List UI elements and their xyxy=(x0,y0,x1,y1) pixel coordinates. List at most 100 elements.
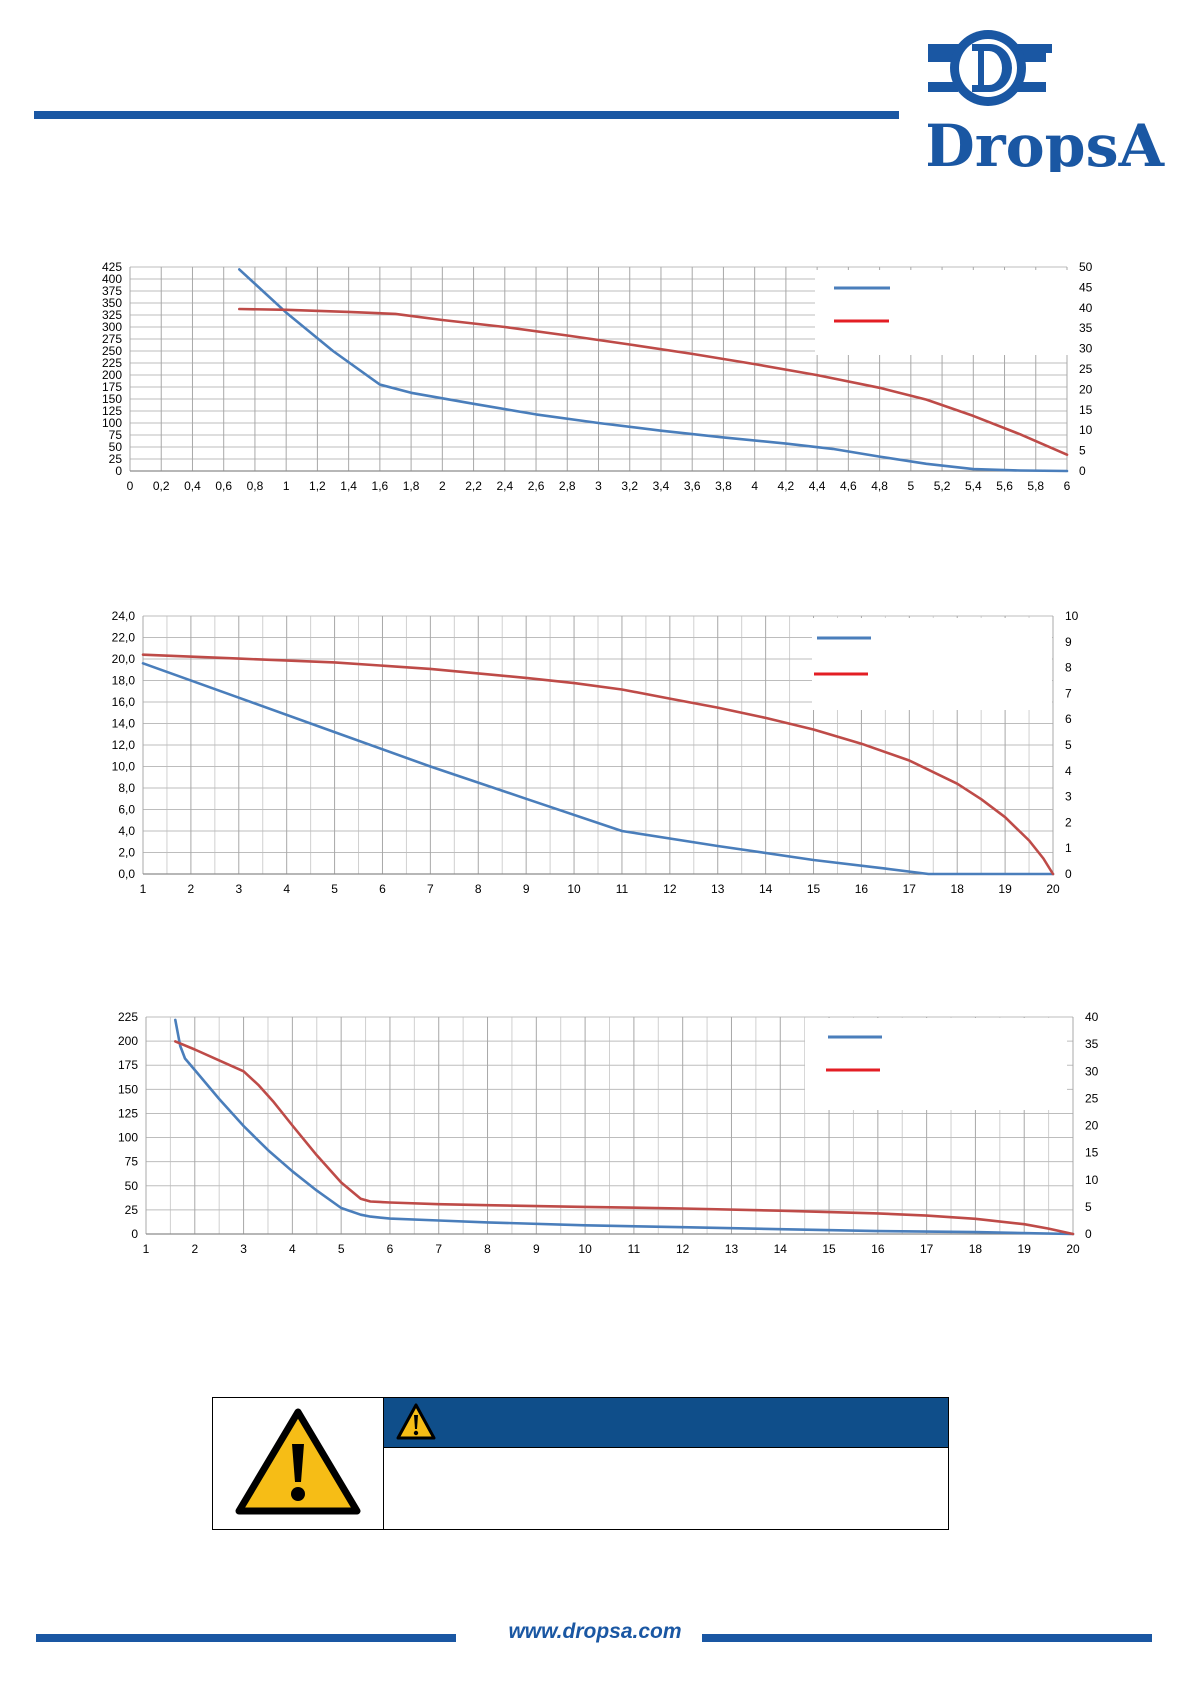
x-tick-label: 0,2 xyxy=(153,479,170,493)
warning-triangle-icon xyxy=(235,1408,361,1515)
y-right-tick-label: 30 xyxy=(1079,342,1093,356)
svg-text:DropsA: DropsA xyxy=(928,112,1165,172)
y-left-tick-label: 425 xyxy=(102,260,122,274)
y-right-tick-label: 9 xyxy=(1065,635,1072,649)
x-tick-label: 6 xyxy=(387,1242,394,1256)
legend-box xyxy=(805,1018,1067,1110)
x-tick-label: 13 xyxy=(711,882,725,896)
y-left-tick-label: 0 xyxy=(131,1227,138,1241)
y-left-tick-label: 275 xyxy=(102,332,122,346)
y-left-tick-label: 200 xyxy=(102,368,122,382)
x-tick-label: 9 xyxy=(533,1242,540,1256)
y-left-tick-label: 225 xyxy=(102,356,122,370)
series-2-line xyxy=(141,653,1055,876)
x-tick-label: 2 xyxy=(188,882,195,896)
y-right-tick-label: 20 xyxy=(1079,382,1093,396)
y-right-tick-label: 0 xyxy=(1085,1227,1092,1241)
x-tick-label: 4 xyxy=(289,1242,296,1256)
dropsa-logo: DropsA xyxy=(928,30,1165,172)
y-left-tick-label: 14,0 xyxy=(112,717,136,731)
x-tick-label: 2 xyxy=(191,1242,198,1256)
y-right-tick-label: 35 xyxy=(1085,1037,1099,1051)
x-tick-label: 12 xyxy=(663,882,677,896)
x-tick-label: 17 xyxy=(920,1242,934,1256)
y-left-tick-label: 25 xyxy=(125,1203,139,1217)
series-1-line xyxy=(174,1018,1075,1236)
x-tick-label: 5,6 xyxy=(996,479,1013,493)
chart-1-plot: 0255075100125150175200225250275300325350… xyxy=(102,260,1093,493)
legend-box xyxy=(815,270,1070,355)
footer-rule-right xyxy=(702,1634,1152,1642)
x-tick-label: 2,2 xyxy=(465,479,482,493)
x-tick-label: 3,2 xyxy=(621,479,638,493)
x-tick-label: 18 xyxy=(969,1242,983,1256)
footer-url[interactable]: www.dropsa.com xyxy=(508,1620,682,1643)
y-left-tick-label: 375 xyxy=(102,284,122,298)
y-left-tick-label: 125 xyxy=(102,404,122,418)
y-right-tick-label: 50 xyxy=(1079,260,1093,274)
x-tick-label: 20 xyxy=(1046,882,1060,896)
x-tick-label: 6 xyxy=(379,882,386,896)
y-right-tick-label: 30 xyxy=(1085,1064,1099,1078)
x-tick-label: 13 xyxy=(725,1242,739,1256)
x-tick-label: 11 xyxy=(616,882,629,896)
x-tick-label: 3 xyxy=(595,479,602,493)
y-right-tick-label: 0 xyxy=(1079,464,1086,478)
y-left-tick-label: 75 xyxy=(109,428,123,442)
series-2-line xyxy=(174,1040,1075,1236)
x-tick-label: 4 xyxy=(751,479,758,493)
x-tick-label: 5,8 xyxy=(1027,479,1044,493)
y-left-tick-label: 2,0 xyxy=(118,846,135,860)
y-right-tick-label: 3 xyxy=(1065,790,1072,804)
x-tick-label: 5 xyxy=(331,882,338,896)
x-tick-label: 18 xyxy=(951,882,965,896)
x-tick-label: 19 xyxy=(998,882,1012,896)
x-tick-label: 17 xyxy=(903,882,917,896)
x-tick-label: 5,4 xyxy=(965,479,982,493)
y-right-tick-label: 15 xyxy=(1085,1146,1099,1160)
x-tick-label: 0,8 xyxy=(247,479,264,493)
x-tick-label: 2,8 xyxy=(559,479,576,493)
x-tick-label: 0,6 xyxy=(215,479,232,493)
x-tick-label: 1 xyxy=(140,882,147,896)
y-right-tick-label: 10 xyxy=(1085,1173,1099,1187)
y-right-tick-label: 25 xyxy=(1079,362,1093,376)
x-tick-label: 2,6 xyxy=(528,479,545,493)
x-tick-label: 3 xyxy=(240,1242,247,1256)
x-tick-label: 4,2 xyxy=(778,479,795,493)
y-right-tick-label: 8 xyxy=(1065,661,1072,675)
x-tick-label: 16 xyxy=(871,1242,885,1256)
x-tick-label: 15 xyxy=(807,882,821,896)
chart-1: 0255075100125150175200225250275300325350… xyxy=(102,260,1093,493)
x-tick-label: 15 xyxy=(822,1242,836,1256)
x-tick-label: 1,6 xyxy=(372,479,389,493)
chart-2-plot: 0,0 2,0 4,0 6,0 8,0 10,0 12,0 14,0 16,0 18,0 20,0 2… xyxy=(112,609,1079,896)
y-left-tick-label: 18,0 xyxy=(112,674,136,688)
y-left-tick-label: 400 xyxy=(102,272,122,286)
x-tick-label: 4,4 xyxy=(809,479,826,493)
y-left-tick-label: 100 xyxy=(118,1131,138,1145)
x-tick-label: 3,4 xyxy=(653,479,670,493)
y-right-tick-label: 15 xyxy=(1079,403,1093,417)
y-right-tick-label: 40 xyxy=(1085,1010,1099,1024)
x-tick-label: 7 xyxy=(427,882,434,896)
y-left-tick-label: 100 xyxy=(102,416,122,430)
x-tick-label: 14 xyxy=(759,882,773,896)
legend-box xyxy=(812,618,1052,710)
y-left-tick-label: 150 xyxy=(102,392,122,406)
y-left-tick-label: 0 xyxy=(115,464,122,478)
y-left-tick-label: 16,0 xyxy=(112,695,136,709)
y-left-tick-label: 225 xyxy=(118,1010,138,1024)
header-rule xyxy=(34,111,899,119)
y-left-tick-label: 12,0 xyxy=(112,738,136,752)
y-left-tick-label: 50 xyxy=(109,440,123,454)
y-right-tick-label: 7 xyxy=(1065,686,1072,700)
y-right-tick-label: 0 xyxy=(1065,867,1072,881)
x-tick-label: 1,4 xyxy=(340,479,357,493)
x-tick-label: 0 xyxy=(127,479,134,493)
y-left-tick-label: 75 xyxy=(125,1155,139,1169)
x-tick-label: 1,8 xyxy=(403,479,420,493)
y-left-tick-label: 4,0 xyxy=(118,824,135,838)
